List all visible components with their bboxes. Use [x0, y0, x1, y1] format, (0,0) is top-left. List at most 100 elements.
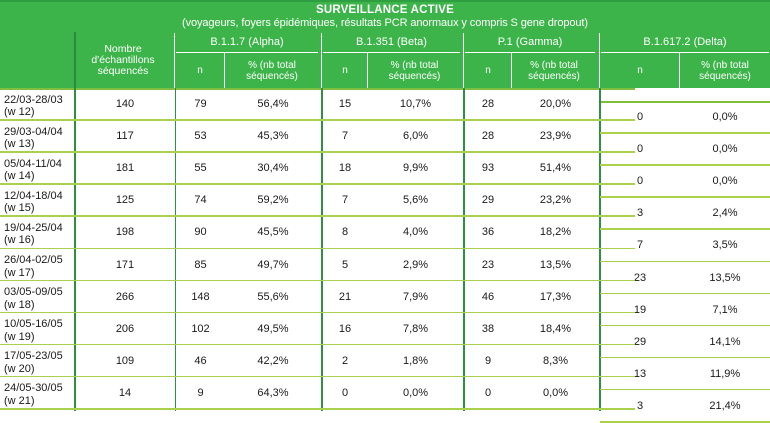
cell-delta-pct: 0,0% [712, 111, 738, 124]
cell-total: 125 [115, 194, 135, 207]
table-title-band: SURVEILLANCE ACTIVE (voyageurs, foyers é… [0, 0, 770, 32]
row-week: (w 16) [4, 234, 35, 247]
row-label: 24/05-30/05 (w 21) [0, 379, 74, 411]
header-variant-alpha: B.1.1.7 (Alpha) [210, 36, 284, 48]
cell-beta-n: 0 [341, 386, 349, 399]
cell-alpha-n: 74 [194, 194, 207, 207]
cell-alpha-n: 79 [194, 98, 207, 111]
column-divider-label [74, 88, 76, 411]
row-separator [0, 215, 635, 217]
cell-gamma-n: 23 [481, 258, 495, 271]
row-label: 17/05-23/05 (w 20) [0, 347, 74, 379]
header-beta-pct-line2: séquencés) [388, 70, 441, 82]
row-period: 29/03-04/04 [4, 125, 63, 138]
header-gamma-pct-line1: % (nb total [530, 59, 578, 71]
cell-total: 181 [115, 162, 135, 175]
row-separator-delta [600, 132, 770, 134]
cell-gamma-pct: 23,2% [539, 194, 572, 207]
cell-beta-n: 5 [341, 258, 349, 271]
row-period: 12/04-18/04 [4, 189, 63, 202]
cell-alpha-n: 55 [194, 162, 207, 175]
header-total-samples: Nombre d'échantillons séquencés [76, 32, 170, 88]
row-week: (w 19) [4, 330, 35, 343]
cell-gamma-n: 46 [481, 290, 495, 303]
cell-alpha-pct: 30,4% [257, 162, 289, 175]
header-alpha-pct-line1: % (nb total [248, 59, 296, 71]
cell-total: 171 [115, 258, 135, 271]
header-delta-n: n [637, 65, 643, 76]
header-divider-beta [321, 33, 322, 88]
cell-delta-n: 0 [636, 175, 644, 188]
row-period: 22/03-28/03 [4, 93, 63, 106]
row-separator-delta [600, 292, 770, 295]
cell-total: 206 [115, 322, 135, 335]
cell-alpha-n: 90 [194, 226, 207, 239]
cell-alpha-pct: 55,6% [257, 290, 289, 303]
header-total-line1: Nombre [104, 42, 142, 55]
cell-delta-n: 0 [636, 111, 644, 124]
row-separator [0, 375, 635, 378]
row-label: 10/05-16/05 (w 19) [0, 315, 74, 347]
row-separator [0, 279, 635, 282]
cell-gamma-pct: 17,3% [539, 290, 572, 303]
header-delta-pct-line1: % (nb total [701, 59, 749, 71]
cell-beta-n: 2 [341, 354, 349, 367]
header-divider-delta-inner [679, 53, 680, 88]
row-week: (w 12) [4, 106, 35, 119]
header-delta-pct-line2: séquencés) [699, 70, 751, 82]
row-separator-delta [600, 324, 770, 327]
cell-total: 198 [115, 226, 135, 239]
body-top-border [0, 88, 635, 90]
header-row-divider-gamma [465, 52, 595, 53]
row-label: 19/04-25/04 (w 16) [0, 218, 74, 250]
header-alpha-n: n [197, 65, 203, 76]
cell-delta-n: 19 [633, 303, 647, 316]
cell-beta-n: 18 [338, 162, 352, 175]
cell-beta-n: 16 [338, 322, 352, 335]
column-divider-delta [599, 88, 601, 411]
cell-total: 266 [115, 290, 135, 303]
column-divider-beta [321, 88, 323, 411]
row-period: 05/04-11/04 [4, 157, 62, 170]
row-week: (w 13) [4, 138, 35, 151]
row-separator-delta [600, 196, 770, 198]
cell-alpha-pct: 45,5% [257, 226, 289, 239]
cell-total: 117 [116, 130, 134, 143]
cell-delta-pct: 21,4% [709, 399, 741, 412]
header-gamma-n: n [485, 65, 491, 76]
table-header: Nombre d'échantillons séquencés B.1.1.7 … [0, 32, 770, 88]
cell-alpha-n: 85 [194, 258, 207, 271]
row-period: 24/05-30/05 [4, 382, 63, 395]
header-gamma-pct: % (nb total séquencés) [513, 53, 595, 88]
cell-beta-n: 7 [341, 130, 349, 143]
cell-beta-pct: 4,0% [402, 226, 429, 239]
cell-delta-n: 0 [636, 143, 644, 156]
cell-delta-n: 7 [636, 239, 644, 252]
cell-delta-pct: 0,0% [712, 175, 738, 188]
row-week: (w 14) [4, 170, 35, 183]
header-row-divider-alpha [176, 52, 318, 53]
cell-gamma-n: 28 [481, 98, 495, 111]
row-separator-delta [600, 421, 770, 423]
row-period: 10/05-16/05 [4, 318, 63, 331]
cell-gamma-n: 38 [481, 322, 495, 335]
header-divider-label [74, 32, 76, 88]
row-separator [0, 151, 635, 153]
cell-beta-pct: 0,0% [402, 386, 429, 399]
header-total-line2: d'échantillons [91, 53, 155, 66]
row-separator [0, 408, 635, 410]
row-separator-delta [600, 228, 770, 230]
cell-delta-pct: 13,5% [709, 271, 741, 284]
cell-alpha-pct: 49,5% [257, 322, 289, 335]
header-total-line3: séquencés [97, 64, 149, 77]
row-label: 03/05-09/05 (w 18) [0, 283, 74, 315]
row-week: (w 15) [4, 202, 35, 215]
header-variant-gamma: P.1 (Gamma) [497, 36, 563, 48]
cell-alpha-pct: 56,4% [257, 98, 289, 111]
cell-gamma-pct: 8,3% [542, 354, 569, 367]
cell-alpha-pct: 49,7% [257, 258, 289, 271]
cell-delta-pct: 3,5% [712, 239, 738, 252]
header-alpha-pct-line2: séquencés) [246, 70, 298, 82]
row-separator [0, 343, 635, 346]
